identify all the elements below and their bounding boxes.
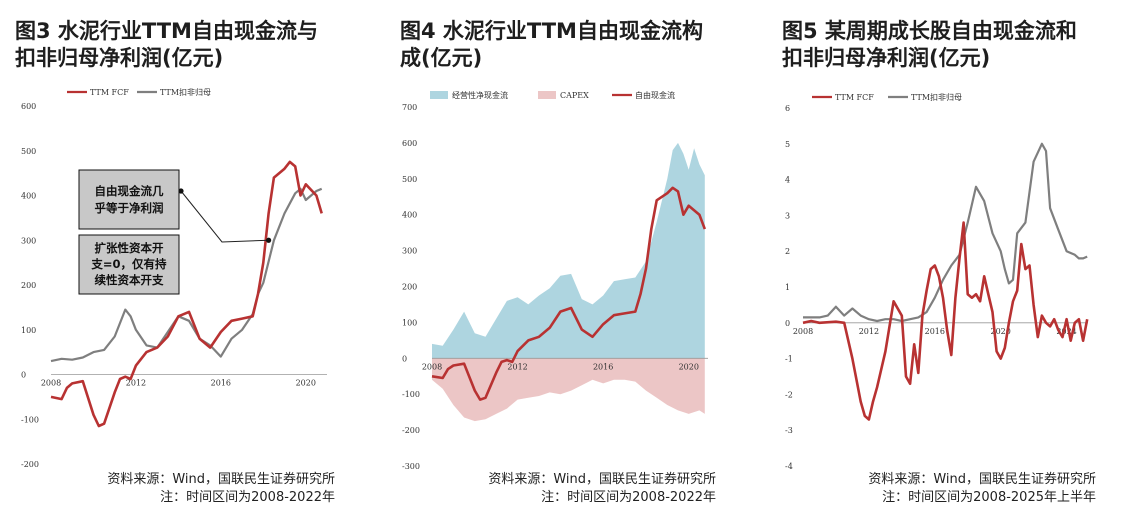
y-tick-label: 5	[785, 140, 790, 149]
x-tick-label: 2020	[679, 362, 699, 371]
series-area-ocf	[432, 142, 705, 359]
annotation-box	[78, 234, 180, 295]
legend-swatch	[538, 91, 556, 99]
annotation-dot	[266, 237, 272, 243]
x-tick-label: 2020	[296, 379, 316, 388]
chart-plot-fig5: -4 -3 -2 -1 0 1 2 3 4 5 6 2008 2012 2016 2020 2024 TTM F…	[785, 92, 1089, 471]
y-tick-label: 300	[402, 247, 417, 256]
y-tick-label: -3	[785, 426, 793, 435]
chart-title-line1: 图3 水泥行业TTM自由现金流与	[15, 19, 318, 43]
series-line-fcf	[431, 186, 707, 401]
chart-title: 图5 某周期成长股自由现金流和 扣非归母净利润(亿元)	[782, 18, 1077, 72]
legend-label: TTM FCF	[835, 93, 874, 102]
chart-title-line2: 扣非归母净利润(亿元)	[782, 46, 991, 70]
y-tick-label: 4	[785, 176, 790, 185]
x-tick-label: 2016	[925, 327, 945, 336]
legend-label: TTM扣非归母	[160, 87, 211, 97]
annotation-text: 扩张性资本开	[95, 241, 164, 255]
x-tick-label: 2024	[1056, 327, 1076, 336]
chart-panel-fig4: 图4 水泥行业TTM自由现金流构 成(亿元) -300 -200 -100 0 100 2…	[400, 0, 760, 524]
chart-title-line1: 图4 水泥行业TTM自由现金流构	[400, 19, 703, 43]
chart-title-line2: 扣非归母净利润(亿元)	[15, 46, 224, 70]
y-tick-label: 0	[21, 371, 26, 380]
x-tick-label: 2008	[422, 362, 442, 371]
x-tick-label: 2008	[41, 379, 61, 388]
y-tick-label: 0	[402, 354, 407, 363]
annotation-connector	[180, 190, 269, 243]
chart-title: 图3 水泥行业TTM自由现金流与 扣非归母净利润(亿元)	[15, 18, 318, 72]
source-line1: 资料来源：Wind，国联民生证券研究所	[107, 472, 335, 487]
legend-swatch	[430, 91, 448, 99]
source-line2: 注：时间区间为2008-2022年	[160, 490, 335, 505]
y-tick-label: 600	[402, 139, 417, 148]
y-tick-label: -200	[21, 460, 39, 469]
annotation-dot	[178, 188, 184, 194]
x-tick-label: 2016	[593, 362, 613, 371]
y-tick-label: 3	[785, 211, 790, 220]
annotation-text: 自由现金流几	[95, 184, 164, 198]
x-tick-label: 2012	[126, 379, 146, 388]
y-tick-label: 100	[21, 326, 36, 335]
chart-title-line1: 图5 某周期成长股自由现金流和	[782, 19, 1077, 43]
legend-label: CAPEX	[560, 91, 589, 100]
y-tick-label: 400	[402, 211, 417, 220]
y-tick-label: -200	[402, 426, 420, 435]
y-tick-label: 100	[402, 318, 417, 327]
y-tick-label: 1	[785, 283, 790, 292]
y-tick-label: -100	[402, 390, 420, 399]
chart-plot-fig4: -300 -200 -100 0 100 200 300 400 500 600 700 2008 20…	[402, 90, 708, 471]
y-tick-label: -2	[785, 390, 793, 399]
y-tick-label: 700	[402, 103, 417, 112]
legend-label: TTM扣非归母	[911, 92, 962, 102]
y-tick-label: 2	[785, 247, 790, 256]
legend-label: 经营性净现金流	[452, 90, 508, 100]
y-tick-label: 0	[785, 319, 790, 328]
chart-plot-fig3: -200 -100 0 100 200 300 400 500 600 2008 2012 2016 2…	[21, 87, 327, 469]
chart-title: 图4 水泥行业TTM自由现金流构 成(亿元)	[400, 18, 703, 72]
series-line-fcf	[50, 160, 323, 428]
series-line-profit	[50, 187, 323, 363]
legend-label: 自由现金流	[635, 90, 675, 100]
y-tick-label: 500	[21, 147, 36, 156]
chart-source: 资料来源：Wind，国联民生证券研究所 注：时间区间为2008-2025年上半年	[868, 471, 1096, 507]
series-line-profit	[803, 142, 1088, 323]
annotation-box	[78, 169, 180, 230]
annotation-text: 乎等于净利润	[95, 201, 164, 215]
y-tick-label: -300	[402, 462, 420, 471]
chart-panel-fig5: 图5 某周期成长股自由现金流和 扣非归母净利润(亿元) -4 -3 -2 -1 0 1 2 3…	[782, 0, 1140, 524]
source-line2: 注：时间区间为2008-2025年上半年	[882, 490, 1096, 505]
y-tick-label: 600	[21, 102, 36, 111]
legend-label: TTM FCF	[90, 88, 129, 97]
y-tick-label: 300	[21, 236, 36, 245]
y-tick-label: -1	[785, 355, 793, 364]
chart-source: 资料来源：Wind，国联民生证券研究所 注：时间区间为2008-2022年	[488, 471, 716, 507]
source-line1: 资料来源：Wind，国联民生证券研究所	[868, 472, 1096, 487]
annotation-text: 支=0，仅有持	[90, 257, 167, 271]
x-tick-label: 2020	[991, 327, 1011, 336]
source-line2: 注：时间区间为2008-2022年	[541, 490, 716, 505]
y-tick-label: 500	[402, 175, 417, 184]
y-tick-label: 200	[402, 283, 417, 292]
chart-title-line2: 成(亿元)	[400, 46, 483, 70]
source-line1: 资料来源：Wind，国联民生证券研究所	[488, 472, 716, 487]
y-tick-label: 6	[785, 104, 790, 113]
series-line-fcf	[802, 221, 1089, 421]
x-tick-label: 2008	[793, 327, 813, 336]
annotation-text: 续性资本开支	[95, 273, 164, 287]
chart-panel-fig3: 图3 水泥行业TTM自由现金流与 扣非归母净利润(亿元) -200 -100 0 10…	[15, 0, 375, 524]
chart-source: 资料来源：Wind，国联民生证券研究所 注：时间区间为2008-2022年	[107, 471, 335, 507]
y-tick-label: -4	[785, 462, 793, 471]
x-tick-label: 2012	[859, 327, 879, 336]
x-tick-label: 2012	[507, 362, 527, 371]
y-tick-label: 200	[21, 281, 36, 290]
series-area-capex	[432, 358, 705, 422]
y-tick-label: -100	[21, 415, 39, 424]
y-tick-label: 400	[21, 192, 36, 201]
x-tick-label: 2016	[211, 379, 231, 388]
